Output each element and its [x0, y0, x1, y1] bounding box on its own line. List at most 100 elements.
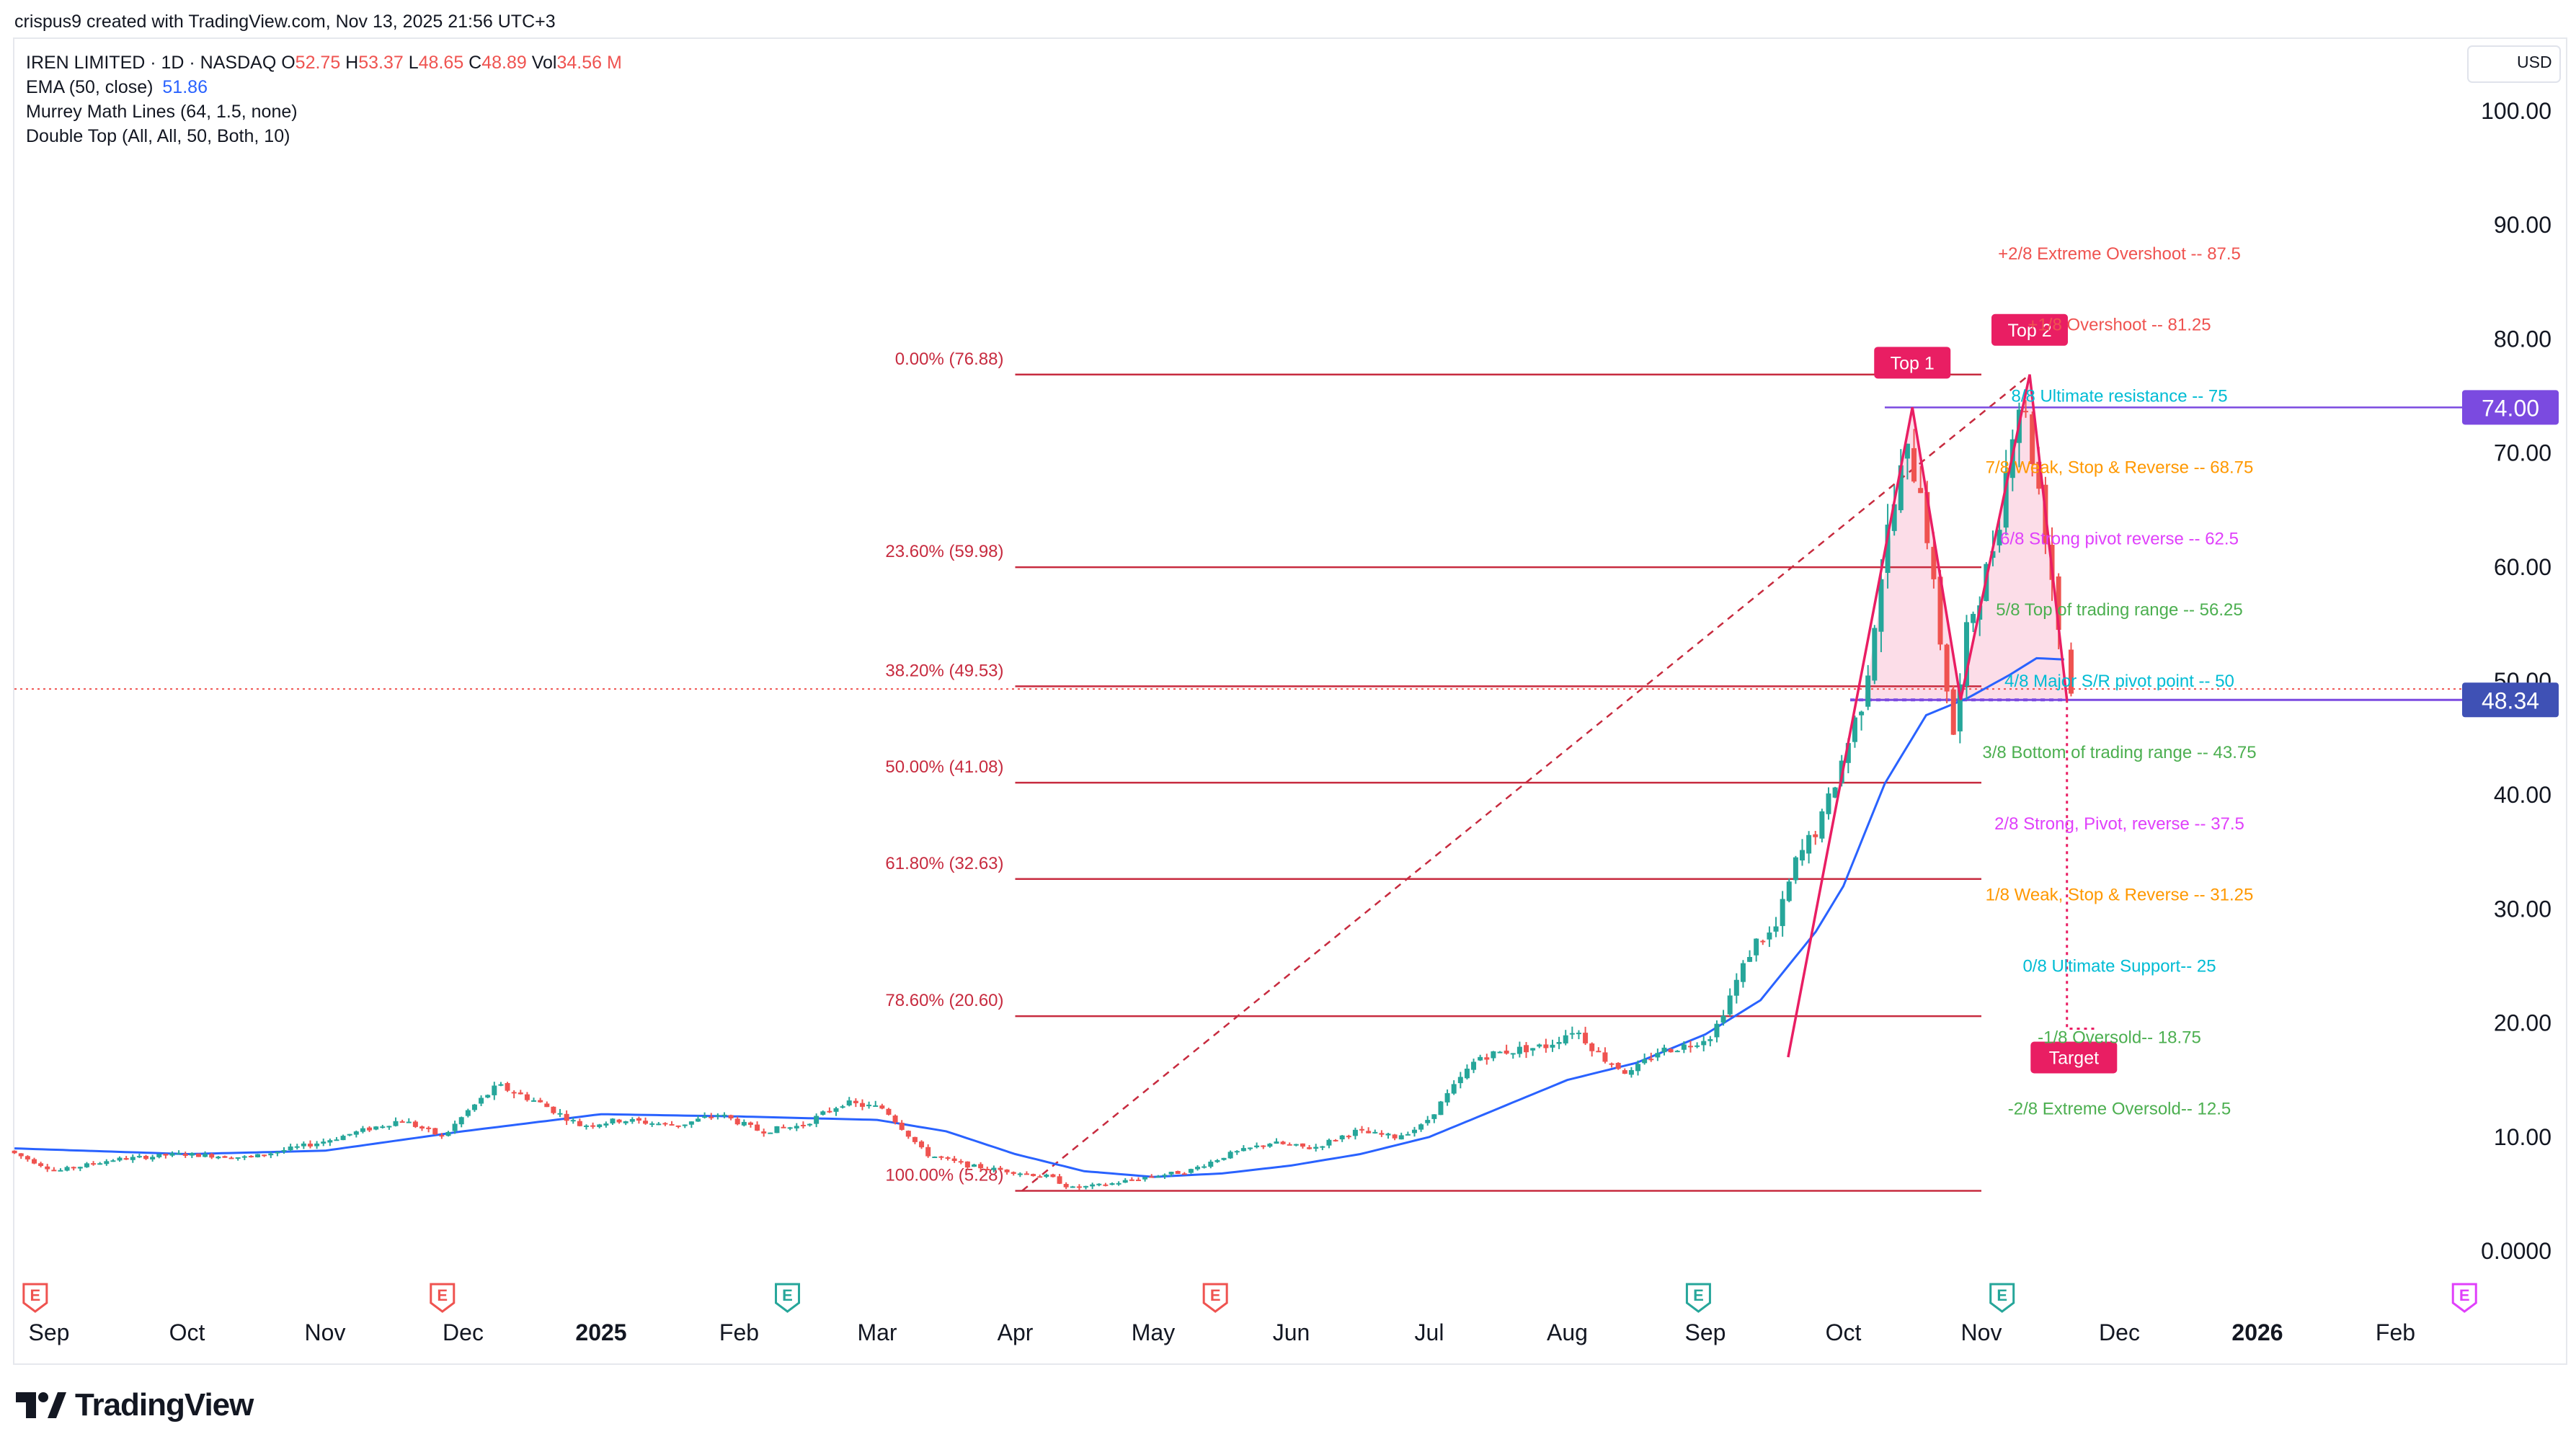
x-tick-label: Mar	[857, 1319, 897, 1345]
fib-level-label: 100.00% (5.28)	[885, 1165, 1003, 1185]
candle	[1484, 1057, 1490, 1060]
candle	[275, 1152, 280, 1154]
candle	[820, 1111, 826, 1115]
target-label[interactable]: Target	[2030, 1041, 2118, 1074]
candle	[951, 1158, 957, 1162]
candle	[702, 1116, 708, 1118]
candle	[1103, 1184, 1109, 1186]
candle	[985, 1169, 990, 1171]
candle	[688, 1121, 694, 1125]
candle	[1267, 1144, 1273, 1147]
candle	[241, 1156, 247, 1158]
x-tick-label: Sep	[1685, 1319, 1726, 1345]
top2-label-bg	[1991, 313, 2069, 346]
candle	[741, 1121, 747, 1126]
legend-symbol-row[interactable]: IREN LIMITED · 1D · NASDAQ O52.75 H53.37…	[26, 50, 622, 75]
x-tick-label: Dec	[2099, 1319, 2140, 1345]
candle	[1911, 448, 1917, 482]
earnings-marker[interactable]: E	[2451, 1283, 2477, 1313]
candle	[958, 1161, 964, 1163]
candle	[1050, 1174, 1056, 1177]
candle	[340, 1136, 346, 1141]
legend-murrey-row[interactable]: Murrey Math Lines (64, 1.5, none)	[26, 99, 622, 124]
candle	[1615, 1062, 1621, 1069]
candle	[1366, 1131, 1372, 1134]
candle	[1497, 1051, 1503, 1054]
candle	[262, 1154, 267, 1157]
target-label-text: Target	[2049, 1048, 2100, 1069]
candle	[301, 1143, 306, 1147]
candle	[1142, 1177, 1148, 1180]
candle	[110, 1160, 116, 1162]
candle	[1227, 1152, 1233, 1159]
fib-level-label: 0.00% (76.88)	[895, 349, 1004, 369]
candle	[314, 1143, 320, 1147]
top2-label-text: Top 2	[2007, 321, 2051, 341]
candle	[439, 1135, 445, 1137]
candle	[1707, 1039, 1713, 1041]
candle	[1589, 1043, 1595, 1051]
ohlc-key-c: C	[463, 53, 482, 73]
top1-label[interactable]: Top 1	[1874, 347, 1951, 379]
currency-label: USD	[2517, 53, 2552, 71]
candle	[1017, 1173, 1023, 1175]
y-tick-label: 100.00	[2481, 98, 2551, 124]
candle	[1346, 1136, 1351, 1138]
earnings-marker[interactable]: E	[775, 1283, 801, 1313]
candle	[1786, 881, 1792, 901]
candle	[1648, 1059, 1654, 1061]
candle	[143, 1156, 149, 1159]
candle	[1918, 488, 1924, 494]
candle	[432, 1128, 438, 1135]
earnings-marker[interactable]: E	[1989, 1283, 2015, 1313]
candle	[1261, 1145, 1266, 1147]
candle	[886, 1108, 892, 1115]
candle	[1826, 793, 1831, 814]
candle	[1563, 1035, 1568, 1043]
tradingview-logo[interactable]: TradingView	[16, 1387, 254, 1423]
candle	[564, 1113, 569, 1121]
candle	[1293, 1144, 1299, 1146]
currency-button[interactable]	[2467, 45, 2561, 83]
earnings-marker[interactable]: E	[22, 1283, 48, 1313]
earnings-marker[interactable]: E	[1685, 1283, 1711, 1313]
earnings-marker[interactable]: E	[430, 1283, 456, 1313]
candle	[64, 1167, 70, 1171]
murrey-label: -2/8 Extreme Oversold-- 12.5	[2008, 1099, 2231, 1118]
candle	[524, 1094, 530, 1100]
top2-label[interactable]: Top 2	[1991, 313, 2069, 346]
candle	[583, 1125, 589, 1127]
candle	[899, 1123, 905, 1130]
candle	[531, 1100, 537, 1102]
chart-frame[interactable]	[13, 37, 2567, 1365]
earnings-marker[interactable]: E	[1202, 1283, 1228, 1313]
candle	[1550, 1044, 1555, 1048]
candle	[12, 1150, 17, 1154]
candle	[25, 1156, 30, 1159]
candle	[452, 1123, 458, 1131]
candle	[1602, 1052, 1608, 1062]
candle	[1937, 576, 1943, 645]
candle	[590, 1125, 596, 1127]
candle	[209, 1154, 215, 1158]
ema-name: EMA (50, close)	[26, 77, 154, 97]
candle	[1674, 1051, 1680, 1053]
candle	[919, 1141, 925, 1148]
candle	[1628, 1069, 1634, 1075]
top1-label-text: Top 1	[1891, 353, 1935, 373]
candle	[1116, 1183, 1122, 1185]
legend-ema-row[interactable]: EMA (50, close) 51.86	[26, 75, 622, 99]
candle	[1096, 1183, 1102, 1185]
legend-doubletop-row[interactable]: Double Top (All, All, 50, Both, 10)	[26, 124, 622, 148]
candle	[1504, 1050, 1509, 1054]
candle	[774, 1126, 780, 1134]
candle	[1425, 1120, 1431, 1123]
candle	[1300, 1143, 1305, 1147]
candle	[643, 1121, 649, 1124]
murrey-label: -1/8 Oversold-- 18.75	[2038, 1028, 2201, 1047]
candle	[203, 1154, 208, 1157]
candle	[1307, 1147, 1313, 1149]
candle	[623, 1121, 629, 1123]
candle	[104, 1161, 110, 1165]
